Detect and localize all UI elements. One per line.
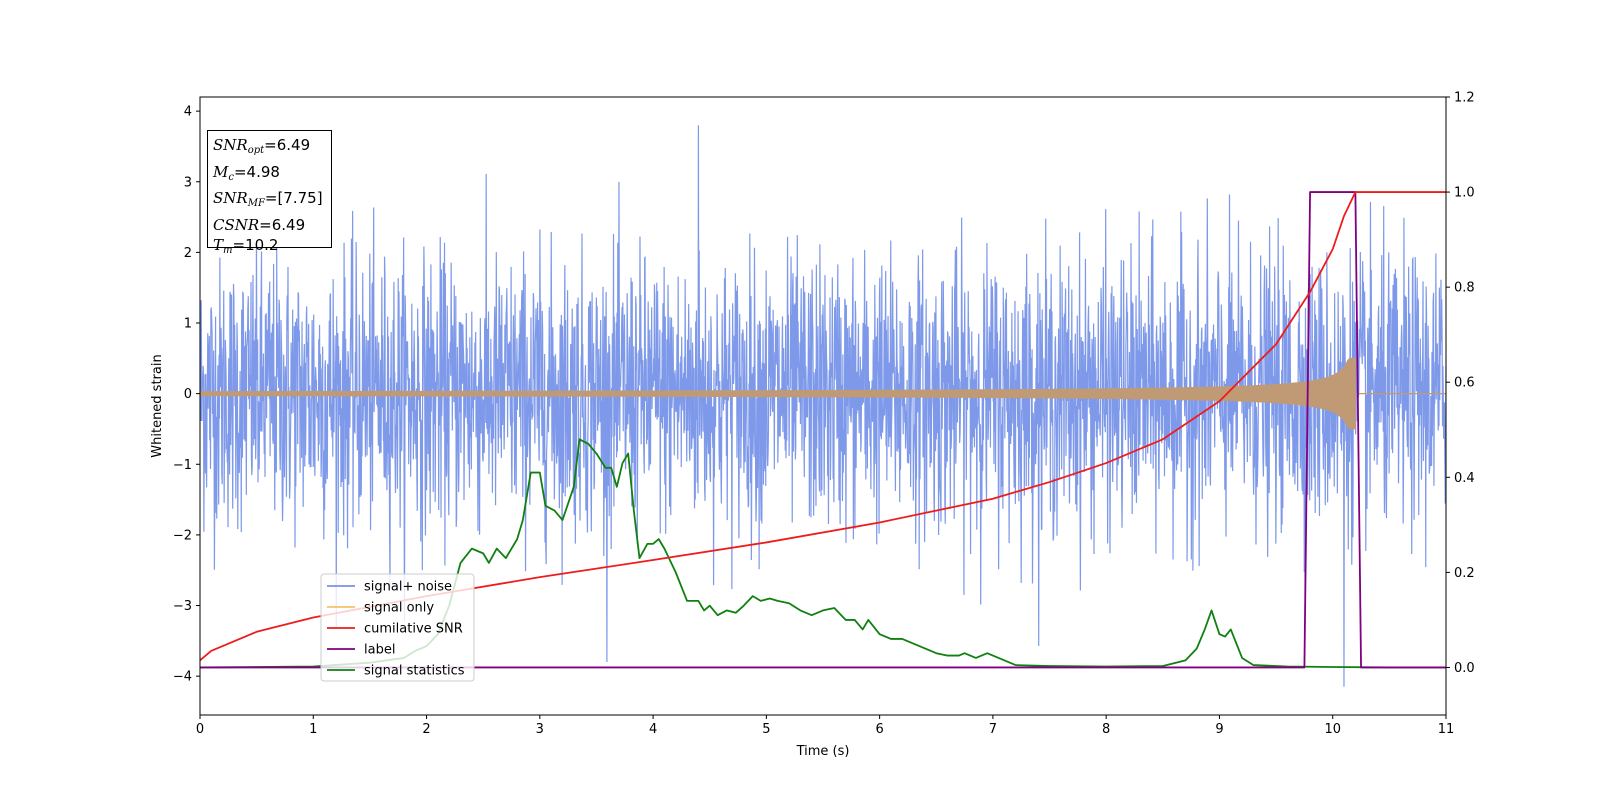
tm-annotation: Tm=10.2: [213, 236, 279, 256]
x-tick-label: 3: [536, 722, 544, 737]
y-axis-title: Whitened strain: [150, 354, 165, 457]
y-tick-label: 2: [184, 246, 192, 261]
y2-tick-label: 0.4: [1454, 471, 1475, 486]
x-tick-label: 8: [1102, 722, 1110, 737]
series-signal-statistics: [200, 438, 1446, 669]
legend-item-label: signal only: [364, 601, 434, 616]
x-tick-label: 4: [649, 722, 657, 737]
y2-tick-label: 0.8: [1454, 281, 1475, 296]
x-tick-label: 9: [1215, 722, 1223, 737]
series-label: [200, 191, 1446, 669]
y-tick-label: −3: [173, 599, 192, 614]
legend: signal+ noise signal only cumilative SNR la…: [320, 573, 475, 682]
x-tick-label: 7: [989, 722, 997, 737]
y-tick-label: −1: [173, 458, 192, 473]
annotation-box: SNRopt=6.49 Mc=4.98 SNRMF=[7.75] CSNR=6.…: [207, 130, 332, 256]
snr-mf-annotation: SNRMF=[7.75]: [213, 189, 323, 209]
y2-tick-label: 0.6: [1454, 376, 1475, 391]
snr-opt-annotation: SNRopt=6.49: [213, 136, 311, 156]
x-tick-label: 1: [309, 722, 317, 737]
y2-tick-label: 1.2: [1454, 91, 1475, 106]
legend-item-label: signal+ noise: [364, 580, 452, 595]
x-tick-label: 11: [1438, 722, 1455, 737]
legend-box: [320, 573, 475, 682]
series-signal-only: [200, 357, 1356, 430]
axes-ticks: 0 1 2 3 4 5 6 7 8 9 10 1143210−1−2−3−41.21.00.80.60…: [173, 91, 1475, 738]
series-signal-noise: [200, 125, 1446, 687]
signal-layer: [200, 357, 1446, 430]
x-axis-title: Time (s): [796, 744, 850, 759]
y-tick-label: −2: [173, 528, 192, 543]
x-tick-label: 2: [422, 722, 430, 737]
y2-tick-label: 0.2: [1454, 566, 1475, 581]
y-tick-label: −4: [173, 670, 192, 685]
x-tick-label: 0: [196, 722, 204, 737]
legend-item-label: cumilative SNR: [364, 622, 463, 637]
y2-tick-label: 0.0: [1454, 661, 1475, 676]
y-tick-label: 1: [184, 317, 192, 332]
y-tick-label: 3: [184, 175, 192, 190]
mc-annotation: Mc=4.98: [213, 162, 280, 183]
y2-tick-label: 1.0: [1454, 186, 1475, 201]
noise-layer: [200, 125, 1446, 687]
x-tick-label: 5: [762, 722, 770, 737]
legend-item-label: signal statistics: [364, 664, 465, 679]
y-tick-label: 4: [184, 105, 192, 120]
y-tick-label: 0: [184, 387, 192, 402]
x-tick-label: 10: [1324, 722, 1341, 737]
legend-item-label: label: [364, 643, 395, 658]
csnr-annotation: CSNR=6.49: [213, 215, 306, 234]
plot-frame: [199, 96, 1447, 716]
x-tick-label: 6: [875, 722, 883, 737]
